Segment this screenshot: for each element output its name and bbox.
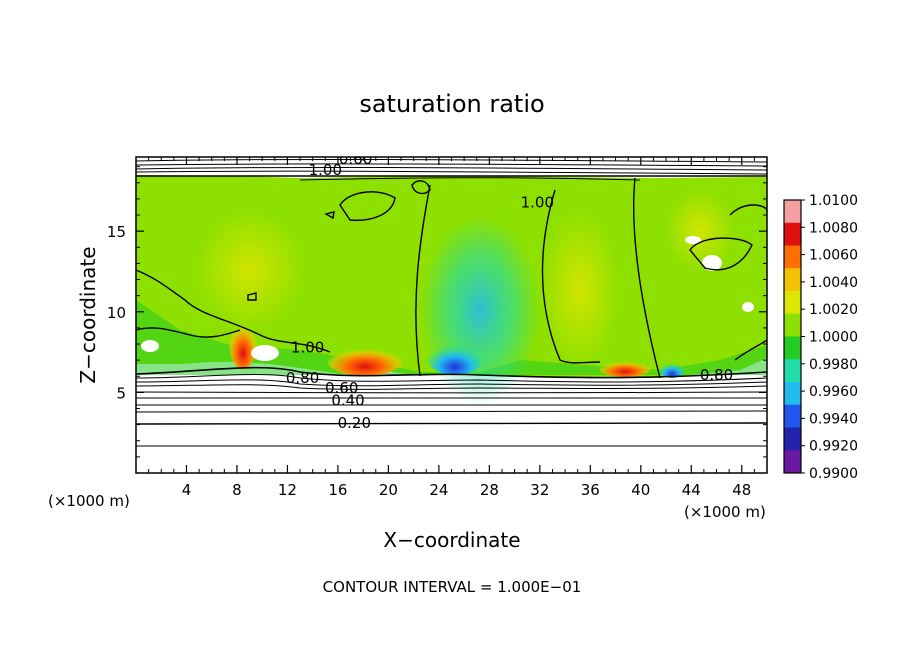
contour-label: 0.80 — [700, 366, 733, 384]
colorbar-label: 1.0020 — [809, 302, 858, 318]
clear-patch — [141, 340, 159, 352]
warm-core — [665, 190, 735, 270]
x-tick-label: 16 — [328, 481, 347, 499]
x-tick-label: 48 — [732, 481, 751, 499]
y-tick-label: 15 — [107, 223, 126, 241]
colorbar-label: 1.0040 — [809, 275, 858, 291]
field-band — [136, 300, 767, 375]
x-tick-label: 4 — [182, 481, 192, 499]
colorbar-label: 1.0080 — [809, 220, 858, 236]
x-tick-label: 32 — [530, 481, 549, 499]
contour-interval-note: CONTOUR INTERVAL = 1.000E−01 — [323, 578, 582, 596]
colorbar-label: 0.9960 — [809, 384, 858, 400]
colorbar-swatch — [784, 382, 801, 406]
contour-label: 0.20 — [338, 414, 371, 432]
y-axis-label: Z−coordinate — [76, 246, 100, 383]
colorbar-swatch — [784, 291, 801, 315]
x-tick-label: 28 — [480, 481, 499, 499]
contour-label: 0.40 — [331, 392, 364, 410]
contour-label: 1.00 — [309, 161, 342, 179]
x-tick-label: 20 — [379, 481, 398, 499]
clear-patch — [742, 302, 754, 312]
x-tick-label: 24 — [429, 481, 448, 499]
contour-label: 0.60 — [339, 150, 372, 168]
x-tick-label: 36 — [581, 481, 600, 499]
colorbar-label: 1.0000 — [809, 330, 858, 346]
x-tick-label: 8 — [232, 481, 242, 499]
colorbar-swatch — [784, 200, 801, 224]
y-tick-label: 5 — [116, 384, 126, 402]
colorbar-swatch — [784, 404, 801, 428]
y-tick-label: 10 — [107, 304, 126, 322]
contour-lines-top — [136, 158, 767, 181]
x-axis-label: X−coordinate — [383, 528, 520, 552]
colorbar-label: 1.0060 — [809, 248, 858, 264]
colorbar-label: 0.9940 — [809, 411, 858, 427]
x-tick-label: 40 — [631, 481, 650, 499]
x-tick-label: 44 — [682, 481, 701, 499]
contour-label: 1.00 — [521, 193, 554, 211]
colorbar-swatch — [784, 222, 801, 246]
colorbar-swatch — [784, 427, 801, 451]
colorbar-label: 0.9900 — [809, 466, 858, 482]
x-tick-label: 12 — [278, 481, 297, 499]
contour-lines — [136, 177, 767, 379]
colorbar-swatch — [784, 359, 801, 383]
subsaturated-core — [658, 358, 686, 378]
supersaturated-core — [599, 359, 651, 377]
chart-title: saturation ratio — [359, 90, 544, 118]
contour-label: 0.80 — [286, 369, 319, 387]
colorbar-swatch — [784, 450, 801, 474]
clear-patch — [251, 345, 279, 361]
clear-patch — [702, 255, 722, 271]
colorbar-swatch — [784, 313, 801, 337]
supersaturated-core — [327, 344, 403, 376]
contour-lines-base — [136, 366, 767, 447]
contour-label: 0.60 — [325, 379, 358, 397]
supersaturated-core — [229, 317, 257, 369]
colorbar-label: 0.9980 — [809, 357, 858, 373]
warm-core — [540, 210, 620, 370]
contour-label: 1.00 — [291, 338, 324, 356]
colorbar-swatch — [784, 336, 801, 360]
colorbar-label: 1.0100 — [809, 193, 858, 209]
contour-labels: 0.601.001.001.000.800.600.400.200.80 — [286, 150, 733, 432]
colorbar-label: 0.9920 — [809, 439, 858, 455]
plot-area: 0.601.001.001.000.800.600.400.200.80 — [136, 150, 767, 473]
colorbar-swatch — [784, 268, 801, 292]
colorbar-swatch — [784, 245, 801, 269]
z-unit-label: (×1000 m) — [48, 492, 130, 510]
warm-core — [195, 210, 305, 330]
clear-patch — [685, 236, 701, 244]
colorbar: 1.0100 1.0080 1.0060 1.0040 1.0020 1.0000 0.99… — [783, 193, 858, 482]
x-unit-label: (×1000 m) — [684, 503, 766, 521]
subsaturated-core — [425, 335, 485, 375]
